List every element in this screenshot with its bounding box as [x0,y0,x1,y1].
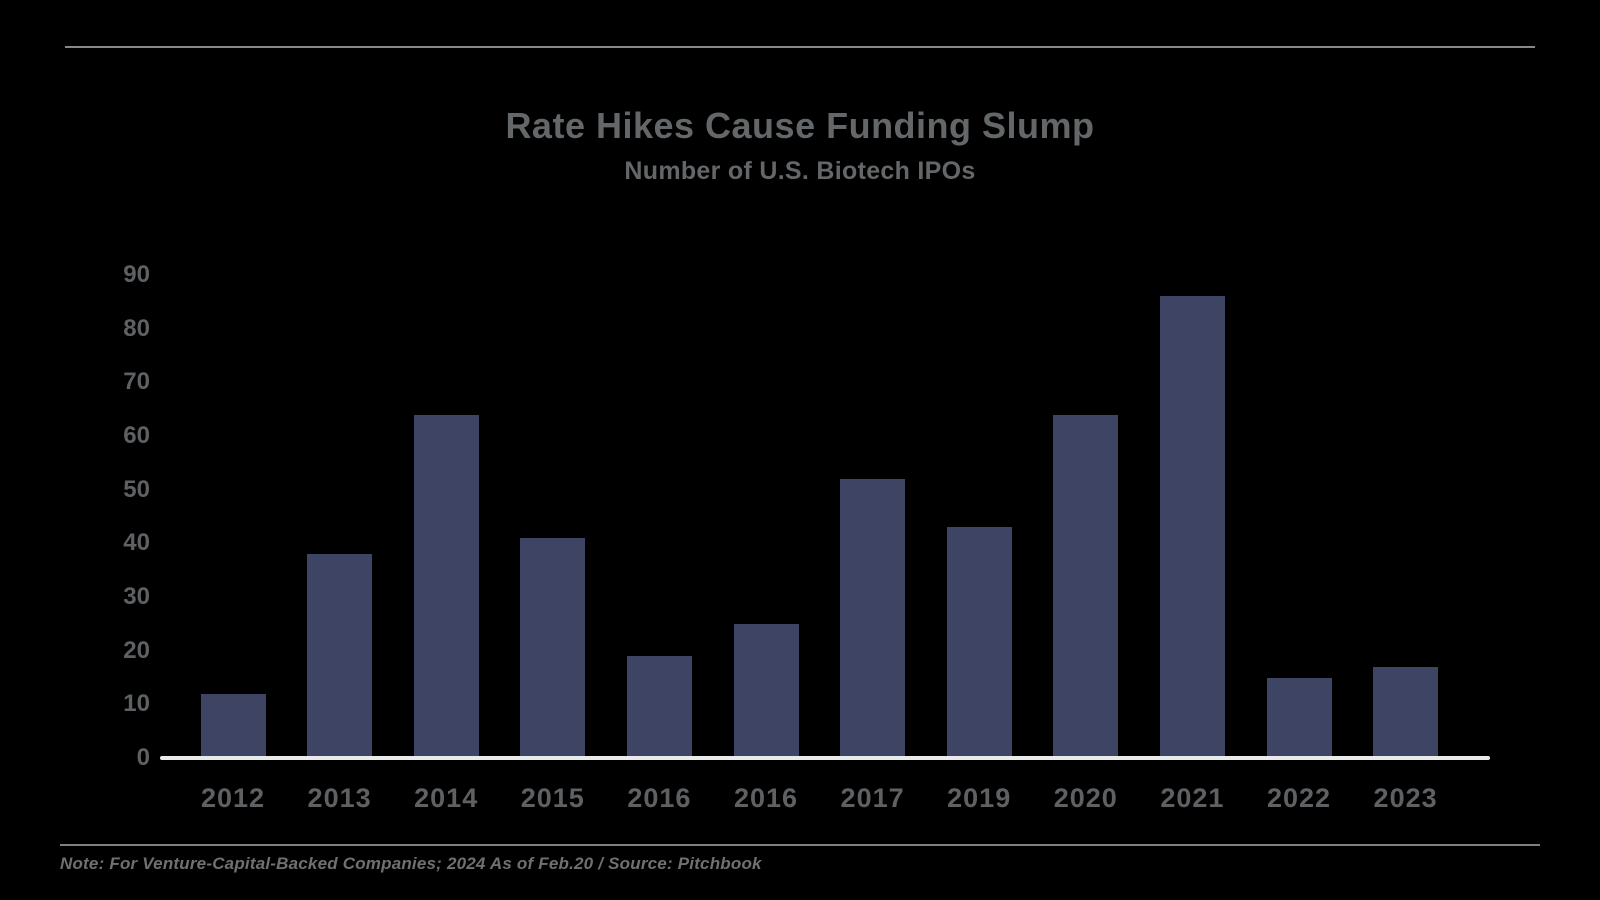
x-axis-tick-label: 2016 [733,783,799,813]
x-axis-tick-label: 2012 [200,783,266,813]
bar-2016-4 [626,656,692,758]
y-axis-tick-label: 20 [123,636,150,664]
x-axis-baseline [160,756,1490,760]
y-axis-tick-label: 50 [123,475,150,503]
bar-2012-0 [200,693,266,758]
bar-2019-7 [946,527,1012,758]
x-axis-tick-label: 2021 [1160,783,1225,813]
y-axis-tick-label: 30 [123,583,150,610]
x-axis-tick-label: 2014 [414,783,479,813]
y-axis-tick-label: 70 [123,368,150,396]
bar-2021-9 [1159,296,1225,758]
x-axis-tick-label: 2019 [947,783,1012,813]
x-axis-tick-label: 2020 [1053,783,1118,813]
chart-title: Rate Hikes Cause Funding Slump [505,105,1095,146]
bar-2022-10 [1266,677,1332,758]
x-axis-tick-label: 2015 [520,783,585,813]
y-axis-tick-label: 80 [123,314,150,342]
bar-2013-1 [307,554,373,758]
x-axis-tick-label: 2013 [307,783,372,813]
bar-2016-5 [733,623,799,758]
top-divider-line [65,46,1535,48]
y-axis-tick-label: 0 [136,744,150,771]
bar-2020-8 [1053,414,1119,758]
bar-2017-6 [840,478,906,758]
y-axis-tick-label: 40 [123,529,150,557]
footer-source-note: Note: For Venture-Capital-Backed Compani… [60,854,762,873]
y-axis-tick-label: 60 [123,422,150,449]
bar-2023-11 [1373,666,1439,758]
chart-subtitle: Number of U.S. Biotech IPOs [624,157,976,185]
y-axis-tick-label: 10 [123,690,150,718]
bar-2014-2 [413,414,479,758]
x-axis-tick-label: 2022 [1266,783,1332,813]
x-axis-tick-label: 2017 [840,783,905,813]
x-axis-tick-label: 2016 [627,783,692,813]
x-axis-tick-label: 2023 [1373,783,1438,813]
footer-divider-line [60,844,1540,846]
y-axis-tick-label: 90 [123,261,150,288]
bar-2015-3 [520,537,586,758]
